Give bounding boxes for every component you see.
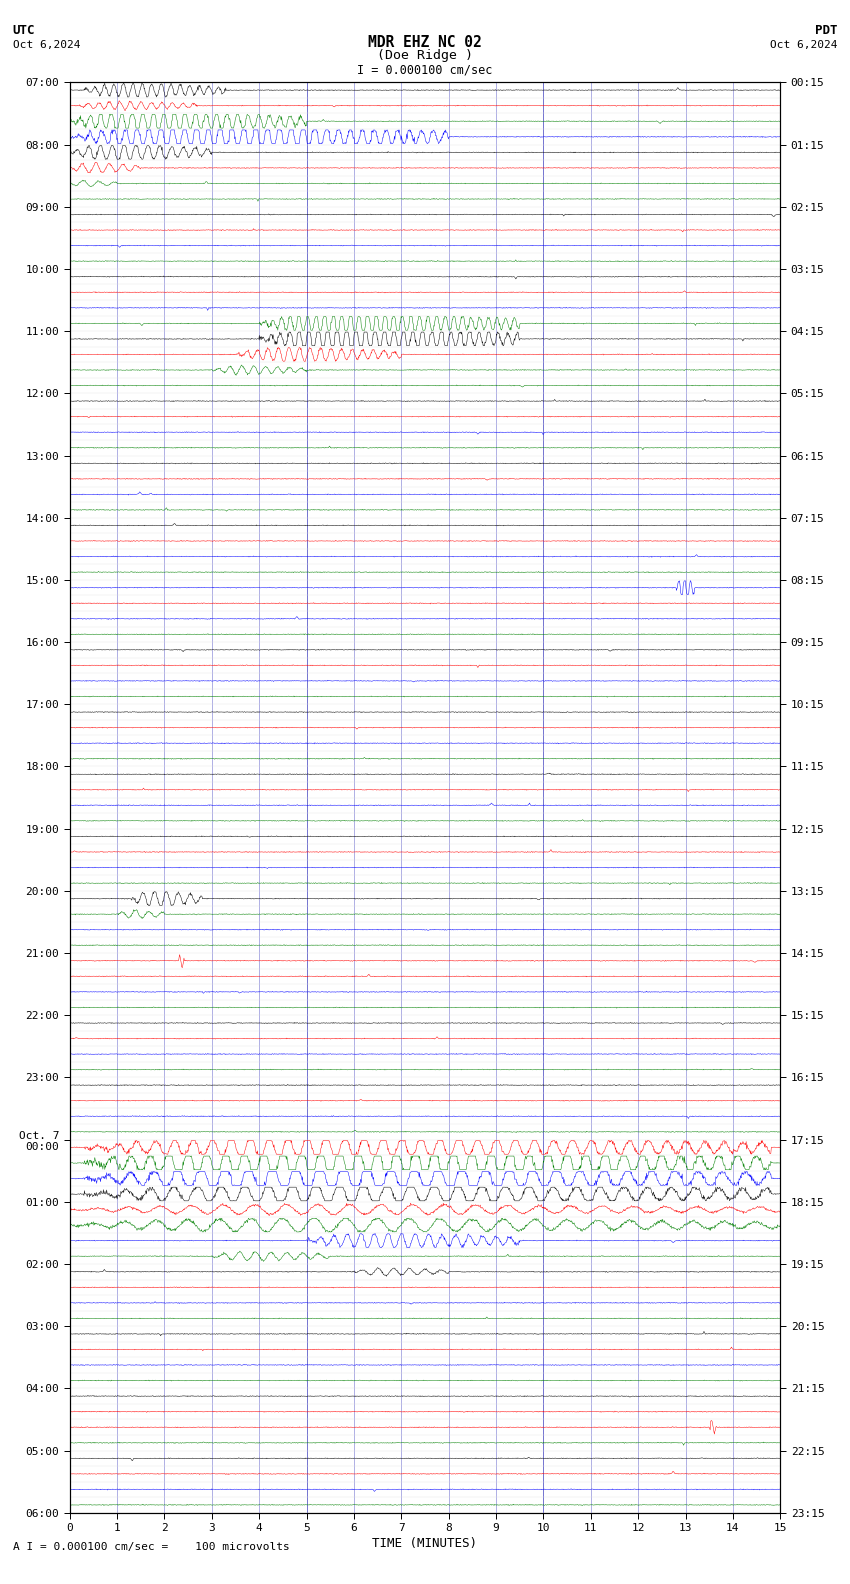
Text: Oct 6,2024: Oct 6,2024	[13, 40, 80, 49]
X-axis label: TIME (MINUTES): TIME (MINUTES)	[372, 1538, 478, 1551]
Text: UTC: UTC	[13, 24, 35, 36]
Text: I = 0.000100 cm/sec: I = 0.000100 cm/sec	[357, 63, 493, 76]
Text: A I = 0.000100 cm/sec =    100 microvolts: A I = 0.000100 cm/sec = 100 microvolts	[13, 1543, 290, 1552]
Text: PDT: PDT	[815, 24, 837, 36]
Text: MDR EHZ NC 02: MDR EHZ NC 02	[368, 35, 482, 49]
Text: Oct 6,2024: Oct 6,2024	[770, 40, 837, 49]
Text: (Doe Ridge ): (Doe Ridge )	[377, 49, 473, 62]
